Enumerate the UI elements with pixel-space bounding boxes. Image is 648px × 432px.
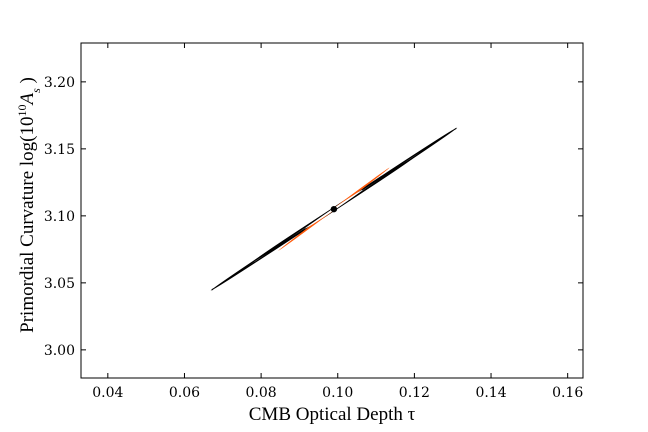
x-tick-label: 0.14 <box>475 385 506 401</box>
x-axis: 0.04 0.06 0.08 0.10 0.12 0.14 0.16 <box>92 43 583 401</box>
center-point <box>330 205 338 213</box>
x-tick-label: 0.06 <box>169 385 200 401</box>
y-axis-label: Primordial Curvature log(1010As ) <box>15 77 43 333</box>
y-axis: 3.00 3.05 3.10 3.15 3.20 <box>44 75 583 359</box>
x-tick-label: 0.10 <box>322 385 353 401</box>
plot-frame <box>80 42 584 379</box>
y-tick-label: 3.05 <box>44 276 75 292</box>
y-axis-label-prefix: Primordial Curvature log(10 <box>17 117 38 333</box>
y-tick-label: 3.15 <box>44 142 75 158</box>
x-axis-label: CMB Optical Depth τ <box>249 404 416 425</box>
y-axis-label-subscript: s <box>29 88 43 93</box>
y-tick-label: 3.00 <box>44 343 75 359</box>
x-tick-label: 0.08 <box>246 385 277 401</box>
x-tick-label: 0.04 <box>92 385 123 401</box>
x-tick-label: 0.12 <box>399 385 430 401</box>
y-tick-label: 3.10 <box>44 209 75 225</box>
y-tick-label: 3.20 <box>44 75 75 91</box>
plot-area <box>210 127 458 291</box>
y-axis-label-suffix: ) <box>17 77 38 88</box>
y-axis-label-variable: A <box>17 93 38 107</box>
x-tick-label: 0.16 <box>552 385 583 401</box>
y-axis-label-exponent: 10 <box>15 105 29 117</box>
